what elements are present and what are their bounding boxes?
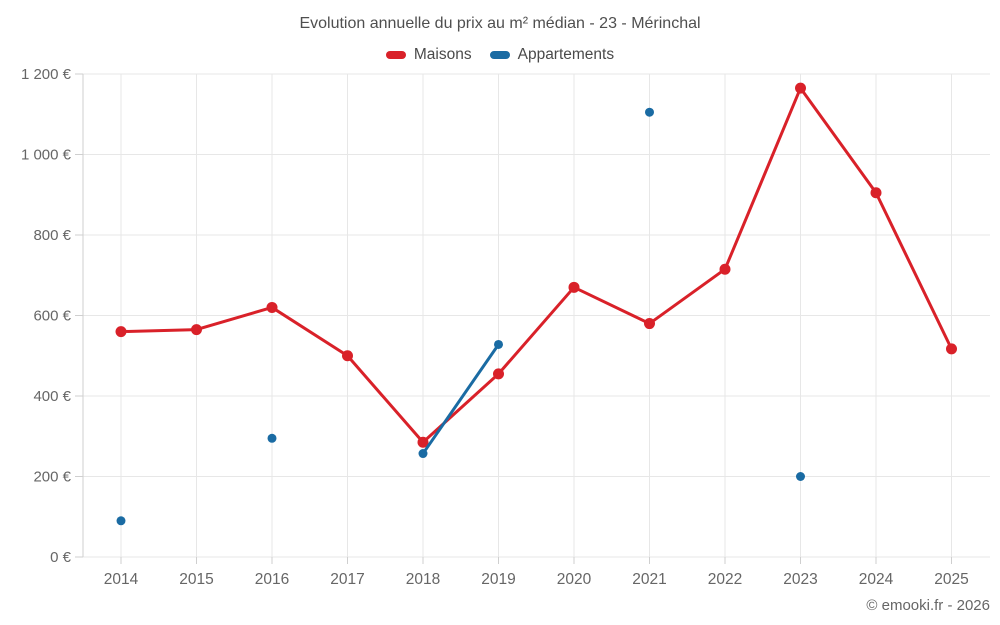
appartements-data-point-2021[interactable] [645, 107, 654, 117]
maisons-data-point-2021[interactable] [644, 318, 655, 330]
maisons-data-point-2014[interactable] [115, 326, 127, 338]
maisons-data-point-2016[interactable] [266, 301, 278, 313]
x-tick-label: 2023 [783, 571, 817, 588]
appartements-data-point-2018[interactable] [418, 449, 428, 459]
y-tick-label: 200 € [33, 469, 71, 486]
x-tick-label: 2014 [104, 571, 139, 588]
appartements-data-point-2014[interactable] [116, 516, 126, 526]
y-tick-label: 0 € [50, 549, 72, 566]
y-tick-label: 600 € [33, 308, 71, 325]
y-tick-label: 1 200 € [21, 66, 72, 83]
chart-title: Evolution annuelle du prix au m² médian … [299, 15, 701, 32]
maisons-data-point-2023[interactable] [795, 82, 806, 94]
maisons-data-point-2015[interactable] [191, 324, 202, 336]
x-tick-label: 2018 [406, 571, 440, 588]
maisons-data-point-2017[interactable] [342, 350, 353, 362]
maisons-data-point-2024[interactable] [870, 187, 882, 199]
maisons-data-point-2018[interactable] [417, 436, 429, 448]
x-tick-label: 2015 [179, 571, 213, 588]
x-tick-label: 2020 [557, 571, 592, 588]
chart-legend: Maisons Appartements [0, 46, 1000, 64]
maisons-data-point-2025[interactable] [946, 343, 957, 355]
maisons-series-line [119, 86, 953, 444]
x-tick-label: 2016 [255, 571, 289, 588]
maisons-data-point-2019[interactable] [493, 368, 504, 380]
x-tick-label: 2022 [708, 571, 742, 588]
y-tick-label: 800 € [33, 227, 71, 244]
appartements-series-swatch-icon [489, 51, 510, 59]
appartements-data-point-2023[interactable] [796, 472, 805, 481]
maisons-series-swatch-icon [385, 51, 406, 59]
footer-credit: © emooki.fr - 2026 [866, 597, 990, 614]
maisons-data-point-2022[interactable] [719, 263, 731, 275]
legend-label-appartements: Appartements [517, 46, 615, 63]
legend-item-maisons[interactable]: Maisons [385, 46, 472, 64]
appartements-data-point-2019[interactable] [494, 339, 503, 349]
x-tick-label: 2024 [859, 571, 894, 588]
appartements-data-point-2016[interactable] [267, 433, 277, 443]
x-tick-label: 2025 [934, 571, 968, 588]
maisons-data-point-2020[interactable] [568, 281, 580, 293]
x-tick-label: 2017 [330, 571, 364, 588]
legend-item-appartements[interactable]: Appartements [489, 46, 615, 64]
y-tick-label: 400 € [33, 388, 71, 405]
legend-label-maisons: Maisons [413, 46, 472, 63]
y-tick-label: 1 000 € [21, 147, 72, 164]
x-tick-label: 2019 [481, 571, 515, 588]
x-tick-label: 2021 [632, 571, 666, 588]
appartements-series-line [421, 342, 500, 456]
